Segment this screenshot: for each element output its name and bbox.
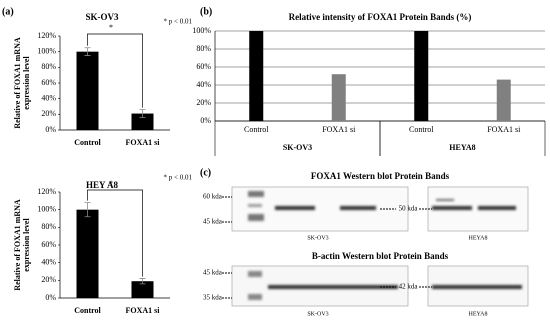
y-tick-label: 100% bbox=[37, 204, 56, 213]
bar bbox=[249, 31, 264, 121]
y-tick-label: 80% bbox=[196, 44, 211, 53]
x-tick-label: Control bbox=[74, 306, 101, 315]
bar bbox=[331, 74, 346, 121]
significance-star: * bbox=[109, 179, 113, 188]
marker-label: 35 kda bbox=[203, 294, 223, 302]
y-tick-label: 20% bbox=[41, 109, 56, 118]
y-axis-label: expression level bbox=[22, 218, 31, 272]
y-tick-label: 80% bbox=[41, 62, 56, 71]
y-tick-label: 40% bbox=[196, 80, 211, 89]
x-tick-label: Control bbox=[244, 125, 269, 134]
panel-label: (b) bbox=[200, 6, 212, 17]
y-tick-label: 0% bbox=[200, 116, 211, 125]
y-tick-label: 120% bbox=[37, 31, 56, 40]
y-tick-label: 60% bbox=[41, 78, 56, 87]
y-tick-label: 60% bbox=[196, 62, 211, 71]
error-bar bbox=[84, 47, 91, 56]
x-tick-label: FOXA1 si bbox=[126, 306, 161, 315]
significance-star: * bbox=[109, 23, 113, 32]
chart-title: Relative intensity of FOXA1 Protein Band… bbox=[289, 12, 472, 22]
y-tick-label: 20% bbox=[41, 275, 56, 284]
band-label: 50 kda bbox=[399, 205, 419, 213]
blot-title: FOXA1 Western blot Protein Bands bbox=[311, 171, 450, 181]
y-tick-label: 60% bbox=[41, 240, 56, 249]
group-label: SK-OV3 bbox=[283, 143, 312, 152]
band-label: 42 kda bbox=[399, 283, 419, 291]
error-bar bbox=[84, 202, 91, 218]
lane-label: HEYA8 bbox=[469, 311, 488, 317]
error-bar bbox=[139, 278, 146, 285]
y-axis-label: Relative of FOXA1 mRNA bbox=[13, 199, 22, 291]
blot-images bbox=[222, 186, 529, 307]
y-tick-label: 40% bbox=[41, 257, 56, 266]
lane-label: HEYA8 bbox=[469, 235, 488, 241]
bar bbox=[76, 209, 99, 298]
marker-label: 60 kda bbox=[203, 193, 223, 201]
y-tick-label: 0% bbox=[45, 125, 56, 134]
y-tick-label: 20% bbox=[196, 98, 211, 107]
lane-label: SK-OV3 bbox=[307, 235, 328, 241]
chart-title: HEY A8 bbox=[86, 180, 118, 190]
group-label: HEYA8 bbox=[449, 143, 475, 152]
y-tick-label: 40% bbox=[41, 93, 56, 102]
significance-bracket bbox=[87, 189, 143, 277]
y-tick-label: 80% bbox=[41, 222, 56, 231]
significance-bracket bbox=[87, 33, 143, 108]
y-tick-label: 100% bbox=[192, 26, 211, 35]
marker-label: 45 kda bbox=[203, 218, 223, 226]
bar bbox=[496, 79, 511, 121]
x-tick-label: FOXA1 si bbox=[126, 138, 161, 147]
x-tick-label: Control bbox=[409, 125, 434, 134]
bar bbox=[131, 281, 154, 298]
chart-title: SK-OV3 bbox=[85, 12, 119, 22]
x-tick-label: FOXA1 si bbox=[322, 125, 356, 134]
x-tick-label: FOXA1 si bbox=[487, 125, 521, 134]
marker-label: 45 kda bbox=[203, 269, 223, 277]
lane-label: SK-OV3 bbox=[307, 311, 328, 317]
bar bbox=[76, 51, 99, 130]
y-tick-label: 0% bbox=[45, 293, 56, 302]
panel-label: (c) bbox=[200, 167, 211, 178]
y-tick-label: 100% bbox=[37, 46, 56, 55]
error-bar bbox=[139, 109, 146, 118]
y-axis-label: expression level bbox=[22, 56, 31, 110]
panel-label: (a) bbox=[2, 6, 14, 17]
bar bbox=[414, 31, 429, 121]
y-axis-label: Relative of FOXA1 mRNA bbox=[13, 37, 22, 129]
p-value-note: * p < 0.01 bbox=[164, 18, 193, 26]
p-value-note: * p < 0.01 bbox=[164, 174, 193, 182]
bar bbox=[131, 113, 154, 130]
x-tick-label: Control bbox=[74, 138, 101, 147]
blot-title: B-actin Western blot Protein Bands bbox=[312, 251, 449, 261]
y-tick-label: 120% bbox=[37, 187, 56, 196]
